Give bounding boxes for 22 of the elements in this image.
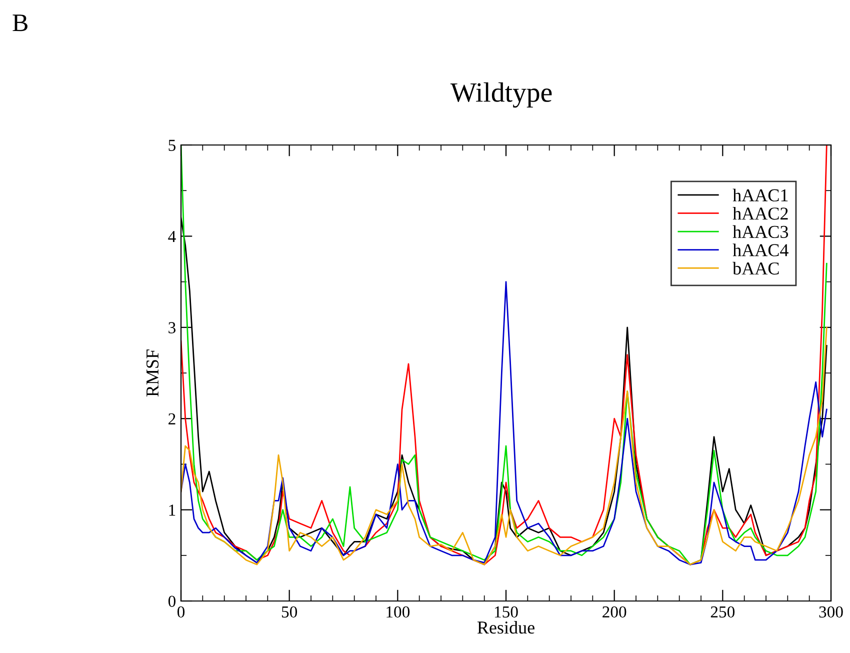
y-tick-label: 1 [169,504,176,516]
x-axis-title: Residue [477,620,534,634]
x-tick-label: 250 [710,606,735,618]
x-tick-label: 50 [282,606,298,618]
text: B [12,14,28,32]
legend-label: hAAC2 [732,207,788,220]
y-tick-label: 0 [168,596,176,607]
y-tick-label: 2 [168,413,176,424]
x-tick-label: 100 [386,606,410,618]
legend-label: hAAC1 [732,188,788,202]
legend-label: hAAC4 [732,244,788,256]
y-tick-label: 3 [168,322,176,334]
y-tick-label: 4 [168,231,176,242]
y-axis-title: RMSF [146,350,159,397]
x-tick-label: 200 [602,606,626,618]
x-tick-label: 0 [177,606,185,618]
legend-label: bAAC [732,262,779,275]
y-tick-label: 5 [168,140,176,151]
legend-label: hAAC3 [732,225,788,238]
x-tick-label: 300 [819,606,843,618]
chart-title: Wildtype [450,82,552,108]
x-tick-label: 150 [494,606,518,618]
